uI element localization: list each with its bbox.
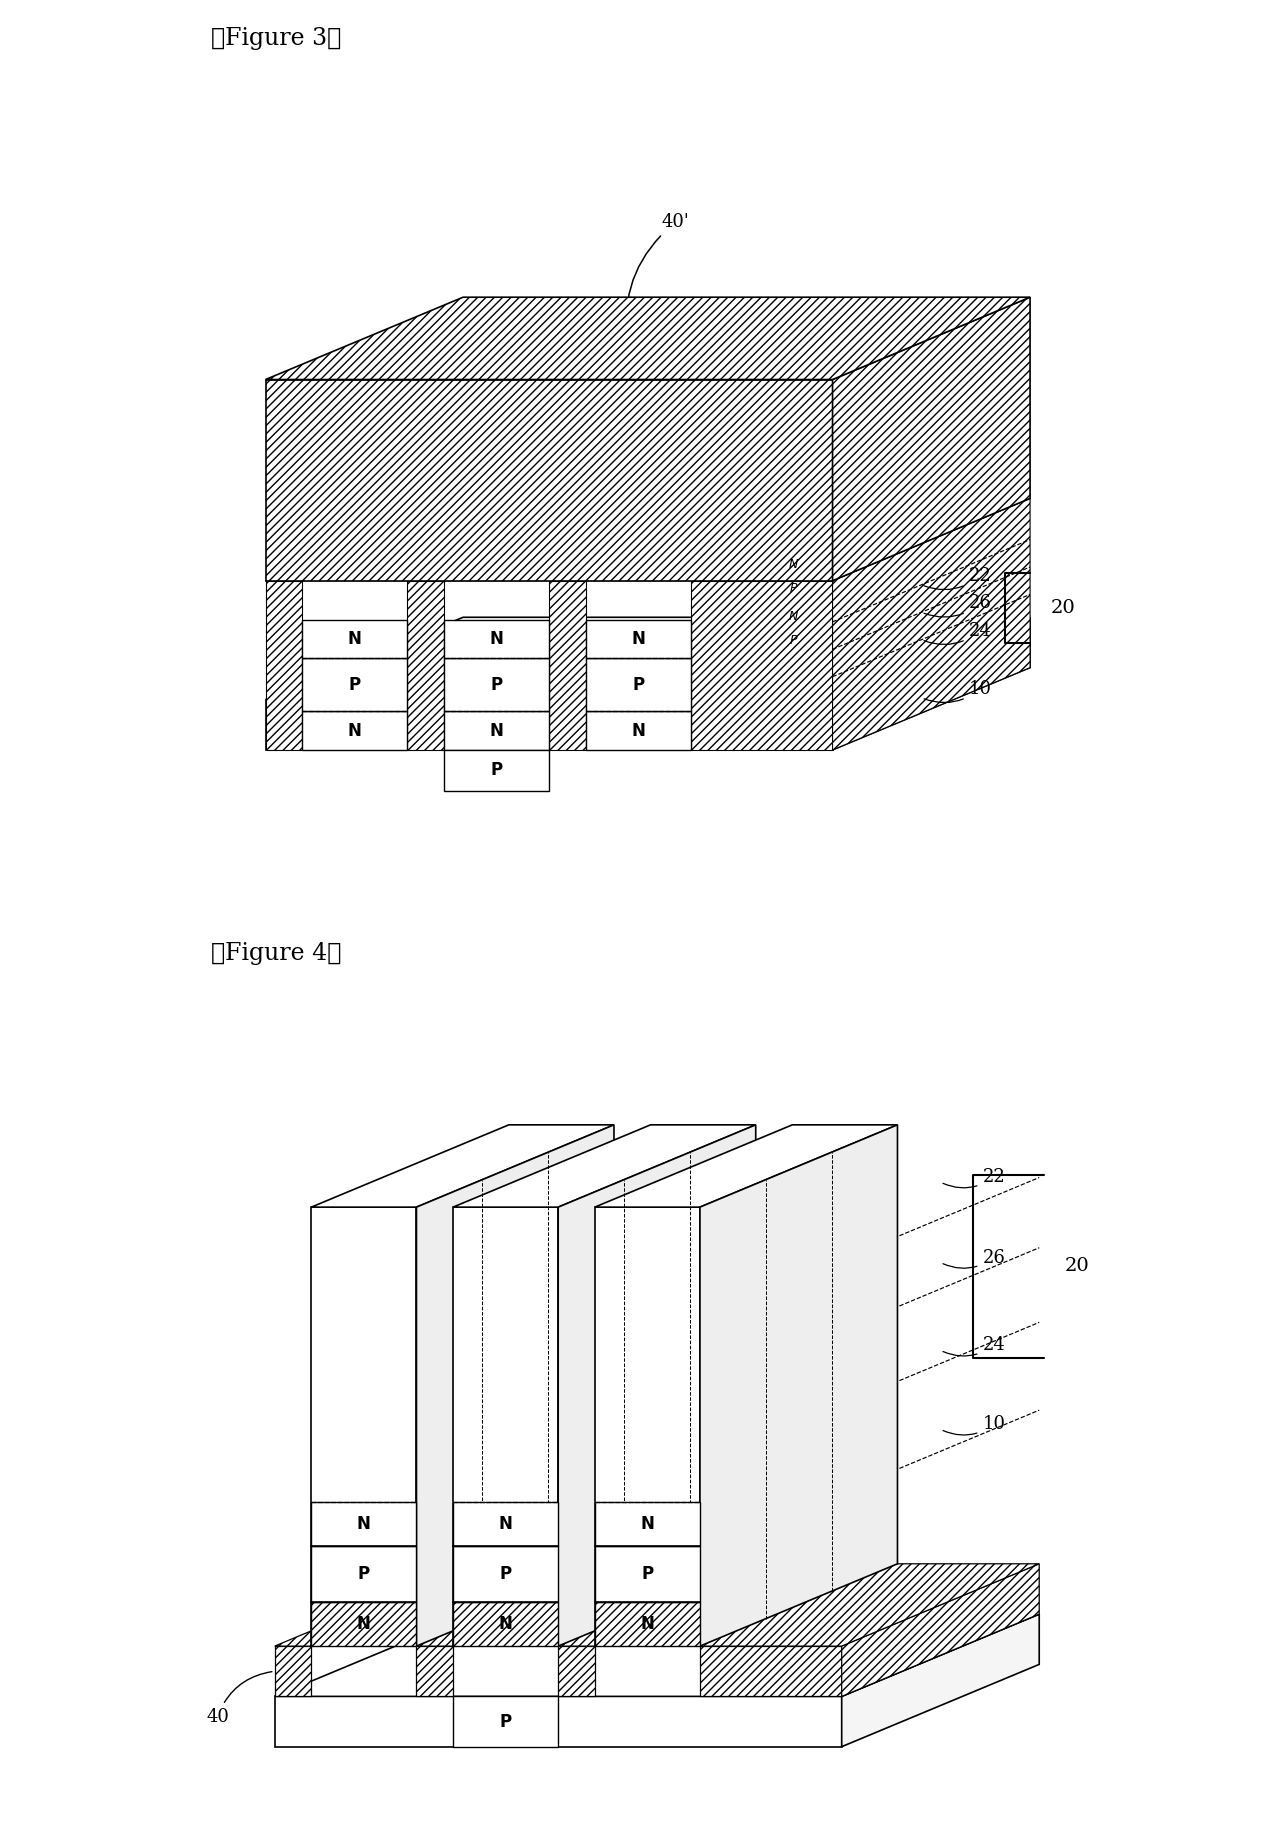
Polygon shape — [265, 296, 1030, 380]
Polygon shape — [453, 1125, 756, 1207]
Polygon shape — [265, 618, 1030, 701]
Polygon shape — [416, 1646, 453, 1697]
Polygon shape — [407, 582, 445, 750]
Text: 10: 10 — [924, 680, 991, 702]
Polygon shape — [453, 1502, 559, 1546]
Polygon shape — [559, 1646, 594, 1697]
Polygon shape — [833, 618, 1030, 750]
Polygon shape — [302, 658, 407, 711]
Polygon shape — [453, 1546, 559, 1602]
Text: N: N — [347, 722, 361, 739]
Polygon shape — [699, 1125, 898, 1646]
Text: N: N — [640, 1615, 655, 1633]
Polygon shape — [416, 1125, 614, 1646]
Text: N: N — [489, 722, 503, 739]
Text: 24: 24 — [943, 1337, 1006, 1355]
Polygon shape — [453, 1207, 559, 1646]
Polygon shape — [445, 711, 550, 750]
Text: 20: 20 — [1050, 600, 1076, 616]
Text: P: P — [642, 1566, 653, 1582]
Text: N: N — [788, 609, 798, 622]
Polygon shape — [699, 1646, 842, 1697]
Polygon shape — [594, 1602, 699, 1646]
Text: N: N — [632, 631, 646, 647]
Polygon shape — [311, 1546, 416, 1602]
Polygon shape — [585, 711, 690, 750]
Polygon shape — [274, 1564, 1039, 1646]
Polygon shape — [445, 750, 550, 790]
Text: N: N — [498, 1514, 512, 1533]
Text: N: N — [489, 631, 503, 647]
Polygon shape — [550, 582, 585, 750]
Polygon shape — [265, 701, 833, 750]
Polygon shape — [690, 582, 833, 750]
Text: P: P — [632, 677, 644, 693]
Polygon shape — [265, 380, 833, 582]
Text: 22: 22 — [943, 1169, 1006, 1187]
Text: 26: 26 — [943, 1249, 1006, 1267]
Text: N: N — [788, 558, 798, 571]
Text: 22: 22 — [924, 567, 991, 589]
Polygon shape — [311, 1207, 416, 1646]
Polygon shape — [274, 1646, 311, 1697]
Text: 40': 40' — [626, 214, 689, 348]
Polygon shape — [311, 1502, 416, 1546]
Polygon shape — [302, 711, 407, 750]
Polygon shape — [594, 1125, 898, 1207]
Polygon shape — [445, 620, 550, 658]
Text: P: P — [789, 582, 797, 594]
Polygon shape — [311, 1125, 614, 1207]
Polygon shape — [585, 620, 690, 658]
Polygon shape — [594, 1546, 699, 1602]
Text: P: P — [500, 1712, 511, 1730]
Polygon shape — [585, 658, 690, 711]
Text: N: N — [498, 1615, 512, 1633]
Text: 40: 40 — [206, 1672, 272, 1725]
Polygon shape — [265, 497, 1030, 582]
Polygon shape — [445, 658, 550, 711]
Polygon shape — [842, 1564, 1039, 1697]
Text: N: N — [357, 1615, 370, 1633]
Text: P: P — [357, 1566, 370, 1582]
Text: P: P — [500, 1566, 511, 1582]
Text: 30: 30 — [944, 401, 1006, 426]
Text: N: N — [796, 1397, 806, 1410]
Text: N: N — [347, 631, 361, 647]
Text: 【Figure 3】: 【Figure 3】 — [210, 27, 341, 51]
Polygon shape — [302, 620, 407, 658]
Polygon shape — [833, 296, 1030, 582]
Text: N: N — [632, 722, 646, 739]
Text: 10: 10 — [943, 1416, 1006, 1436]
Text: P: P — [491, 677, 502, 693]
Text: P: P — [789, 635, 797, 647]
Text: P: P — [797, 1476, 804, 1489]
Text: P: P — [491, 761, 502, 779]
Text: 24: 24 — [924, 622, 991, 644]
Polygon shape — [833, 497, 1030, 750]
Text: P: P — [348, 677, 361, 693]
Text: 20: 20 — [1065, 1257, 1089, 1275]
Text: N: N — [357, 1514, 370, 1533]
Polygon shape — [594, 1207, 699, 1646]
Polygon shape — [274, 1613, 1039, 1697]
Polygon shape — [265, 582, 302, 750]
Polygon shape — [274, 1697, 842, 1747]
Text: 【Figure 4】: 【Figure 4】 — [210, 942, 341, 966]
Polygon shape — [453, 1602, 559, 1646]
Polygon shape — [311, 1602, 416, 1646]
Polygon shape — [594, 1502, 699, 1546]
Text: 26: 26 — [924, 594, 991, 616]
Text: P: P — [797, 1322, 804, 1335]
Polygon shape — [842, 1613, 1039, 1747]
Text: N: N — [796, 1244, 806, 1257]
Text: N: N — [640, 1514, 655, 1533]
Polygon shape — [559, 1125, 756, 1646]
Polygon shape — [453, 1697, 559, 1747]
